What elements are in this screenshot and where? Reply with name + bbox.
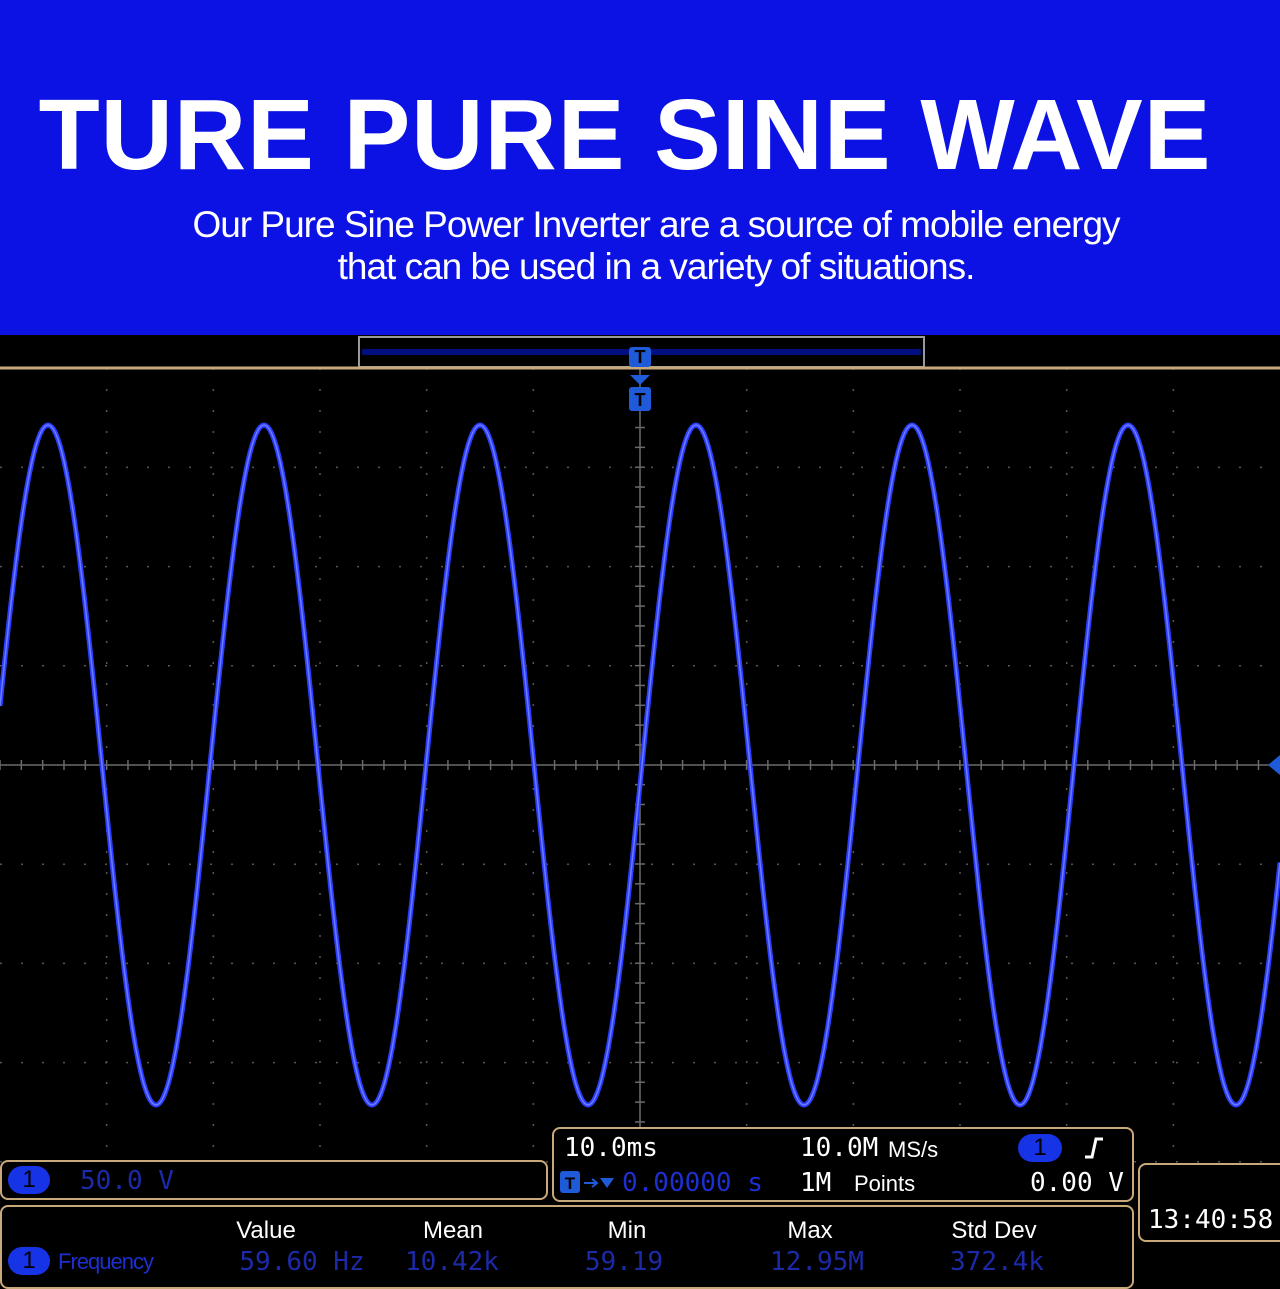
svg-text:T: T (565, 1174, 576, 1193)
measurements-box: 1 Frequency Value Mean Min Max Std Dev 59.60 … (0, 1205, 1134, 1289)
measurement-value: 12.95M (770, 1247, 864, 1277)
measurement-header: Value (236, 1217, 296, 1244)
clock: 13:40:58 (1148, 1205, 1274, 1235)
channel-scale: 50.0 V (80, 1166, 174, 1196)
measurement-name: Frequency (58, 1249, 154, 1274)
measurement-header: Std Dev (951, 1217, 1037, 1244)
measurement-value: 372.4k (950, 1247, 1044, 1277)
clock-box: 13:40:58 (1138, 1163, 1280, 1242)
trigger-label: T (635, 347, 646, 367)
measurement-value: 59.19 (584, 1247, 664, 1277)
trigger-position-icon: T (560, 1171, 614, 1193)
measurement-channel: 1 (8, 1247, 50, 1275)
measurement-value: 59.60 Hz (239, 1247, 365, 1277)
channel-badge: 1 (8, 1166, 50, 1194)
record-length-unit: Points (854, 1171, 916, 1196)
waveform-core (0, 424, 1280, 1106)
trigger-arrow (630, 375, 650, 385)
trigger-label: T (635, 390, 646, 410)
banner: TURE PURE SINE WAVE Our Pure Sine Power … (0, 0, 1280, 335)
title: TURE PURE SINE WAVE (38, 79, 1212, 191)
subtitle: Our Pure Sine Power Inverter are a sourc… (192, 204, 1120, 245)
acquisition-box: 10.0ms 10.0M MS/s 1 T 0.00000 s 1M Point… (552, 1127, 1134, 1202)
sample-rate: 10.0M (800, 1133, 879, 1163)
trigger-position: 0.00000 s (622, 1168, 763, 1198)
channel-box: 1 50.0 V (0, 1160, 548, 1200)
subtitle: that can be used in a variety of situati… (337, 246, 976, 287)
measurement-header: Max (787, 1217, 833, 1244)
measurement-value: 10.42k (405, 1247, 499, 1277)
scope-screen: T T (0, 336, 1280, 1165)
timebase: 10.0ms (564, 1133, 658, 1163)
sample-rate-unit: MS/s (888, 1137, 939, 1162)
trigger-channel: 1 (1018, 1134, 1062, 1162)
trigger-marker (629, 347, 651, 367)
level-marker (1268, 755, 1280, 775)
slope-icon (1085, 1137, 1103, 1159)
record-length: 1M (800, 1168, 832, 1198)
measurement-header: Min (607, 1217, 647, 1244)
trigger-marker (629, 387, 651, 411)
measurement-header: Mean (422, 1217, 484, 1244)
trigger-level: 0.00 V (1030, 1168, 1124, 1198)
